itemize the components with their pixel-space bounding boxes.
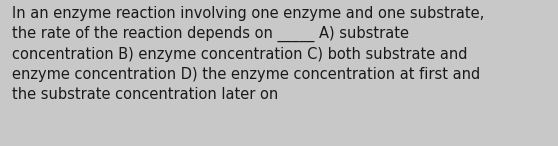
Text: In an enzyme reaction involving one enzyme and one substrate,
the rate of the re: In an enzyme reaction involving one enzy… [12,6,484,102]
